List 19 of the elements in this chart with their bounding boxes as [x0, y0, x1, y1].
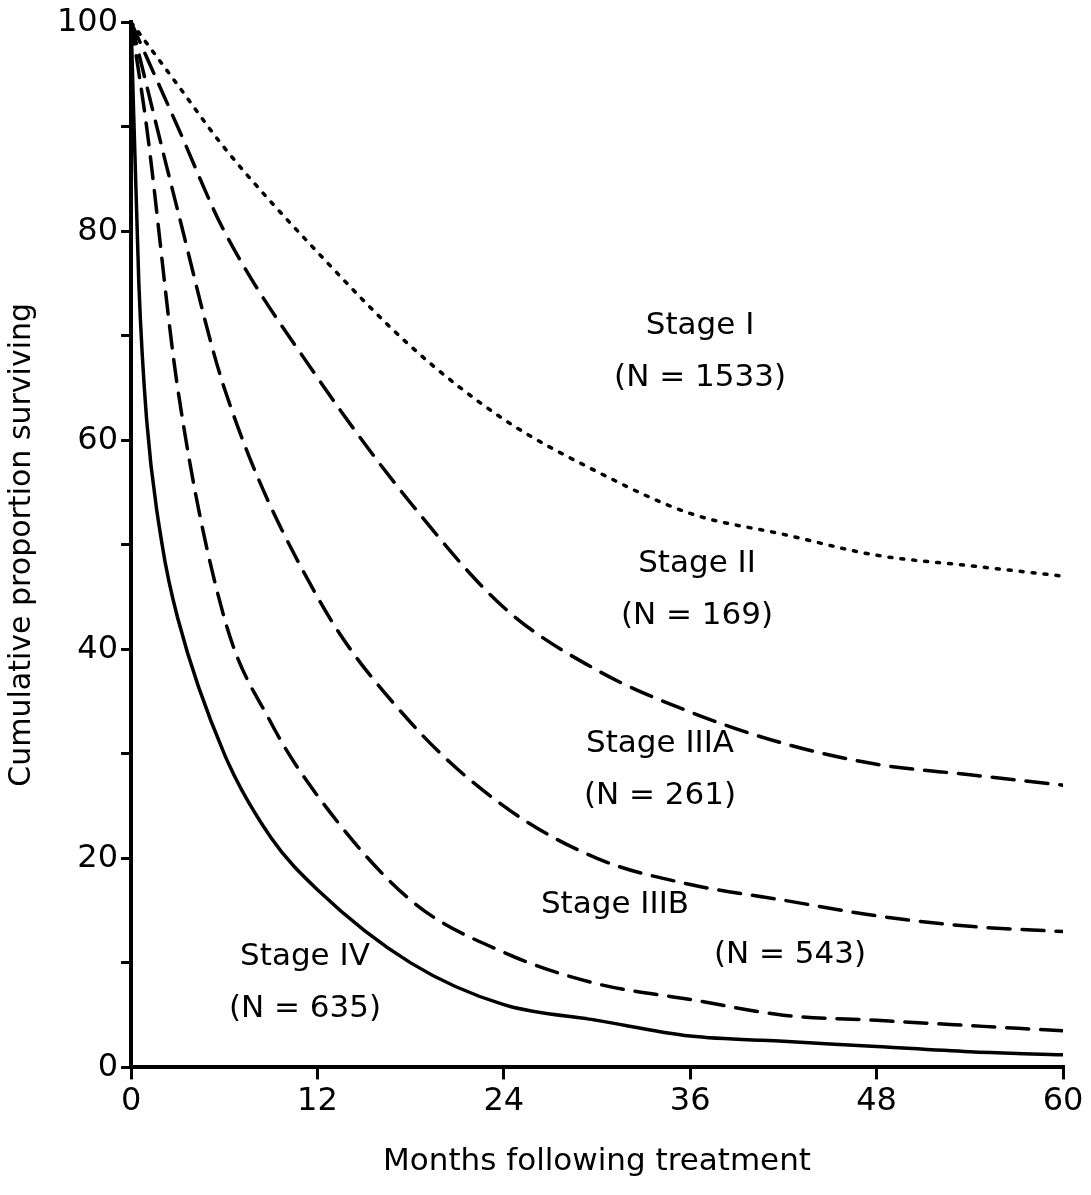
y-tick-label: 80: [77, 209, 119, 248]
annotation: (N = 543): [713, 934, 867, 971]
annotation: Stage II (N = 169): [620, 543, 774, 632]
y-tick-label: 20: [77, 836, 119, 875]
annotation: Stage IIIA (N = 261): [583, 723, 737, 812]
y-axis-title: Cumulative proportion surviving: [1, 302, 37, 787]
x-tick-label: 12: [297, 1079, 338, 1118]
y-tick-label: 60: [77, 418, 119, 457]
x-tick-label: 48: [856, 1079, 897, 1118]
annotation: Stage IIIB: [540, 884, 690, 921]
y-tick-label: 40: [77, 627, 119, 666]
x-axis-title: Months following treatment: [383, 1141, 811, 1178]
annotation: Stage IV (N = 635): [228, 936, 382, 1025]
x-tick-label: 24: [483, 1079, 525, 1118]
y-tick-label: 100: [57, 0, 119, 39]
annotation: Stage I (N = 1533): [614, 305, 786, 394]
x-tick-label: 36: [669, 1079, 711, 1118]
x-tick-label: 60: [1042, 1079, 1084, 1118]
y-tick-label: 0: [97, 1045, 119, 1084]
